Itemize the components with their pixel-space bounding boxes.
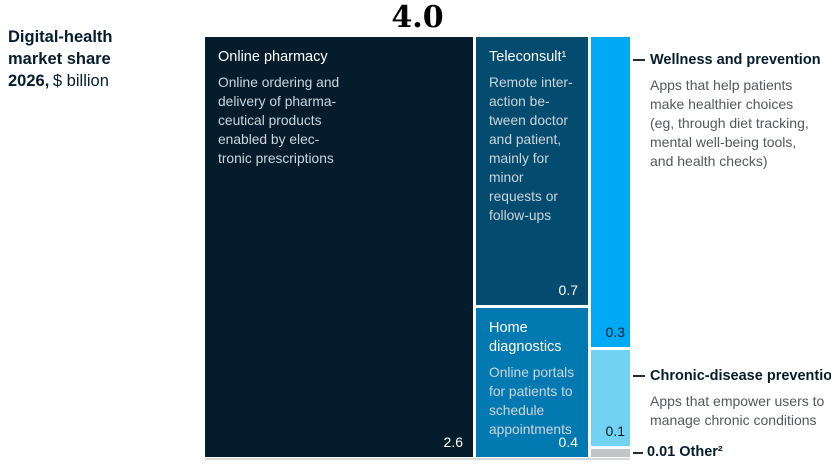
segment-teleconsult-description: Remote inter- action be- tween doctor an… (489, 75, 573, 223)
segment-teleconsult-title: Teleconsult¹ (489, 49, 567, 65)
wellness-callout-title: Wellness and prevention (650, 52, 821, 68)
segment-online-pharmacy-value: 2.6 (443, 434, 463, 450)
other-callout-title: 0.01 Other² (647, 444, 723, 460)
chart-baseline-rule (205, 458, 630, 460)
page-title: Digital-health market share 2026, $ billi… (8, 4, 158, 92)
chronic-callout-title: Chronic-disease prevention (650, 368, 831, 384)
segment-online-pharmacy: Online pharmacy Online ordering and deli… (205, 37, 473, 457)
segment-chronic-disease-value: 0.1 (605, 423, 625, 439)
chronic-tick-line (633, 375, 645, 377)
segment-home-diagnostics-description: Online portals for patients to schedule … (489, 365, 575, 437)
segment-wellness-prevention-value: 0.3 (605, 324, 625, 340)
chronic-callout-body: Apps that empower users to manage chroni… (650, 393, 825, 428)
total-value-label: 4.0 (391, 0, 444, 35)
segment-home-diagnostics-title: Home diagnostics (489, 320, 562, 355)
segment-teleconsult-value: 0.7 (558, 282, 578, 298)
page-title-unit: $ billion (52, 72, 109, 90)
segment-online-pharmacy-title: Online pharmacy (218, 49, 328, 65)
segment-home-diagnostics-value: 0.4 (558, 434, 578, 450)
page-title-main: Digital-health market share 2026, (8, 28, 113, 90)
segment-wellness-prevention: 0.3 (591, 37, 630, 347)
segment-online-pharmacy-description: Online ordering and delivery of pharma- … (218, 75, 340, 166)
segment-teleconsult: Teleconsult¹ Remote inter- action be- tw… (476, 37, 588, 305)
segment-home-diagnostics: Home diagnostics Online portals for pati… (476, 308, 588, 457)
wellness-callout-body: Apps that help patients make healthier c… (650, 77, 809, 169)
segment-chronic-disease: 0.1 (591, 350, 630, 446)
wellness-tick-line (633, 59, 645, 61)
segment-other (591, 449, 630, 457)
other-tick-line (633, 452, 643, 454)
